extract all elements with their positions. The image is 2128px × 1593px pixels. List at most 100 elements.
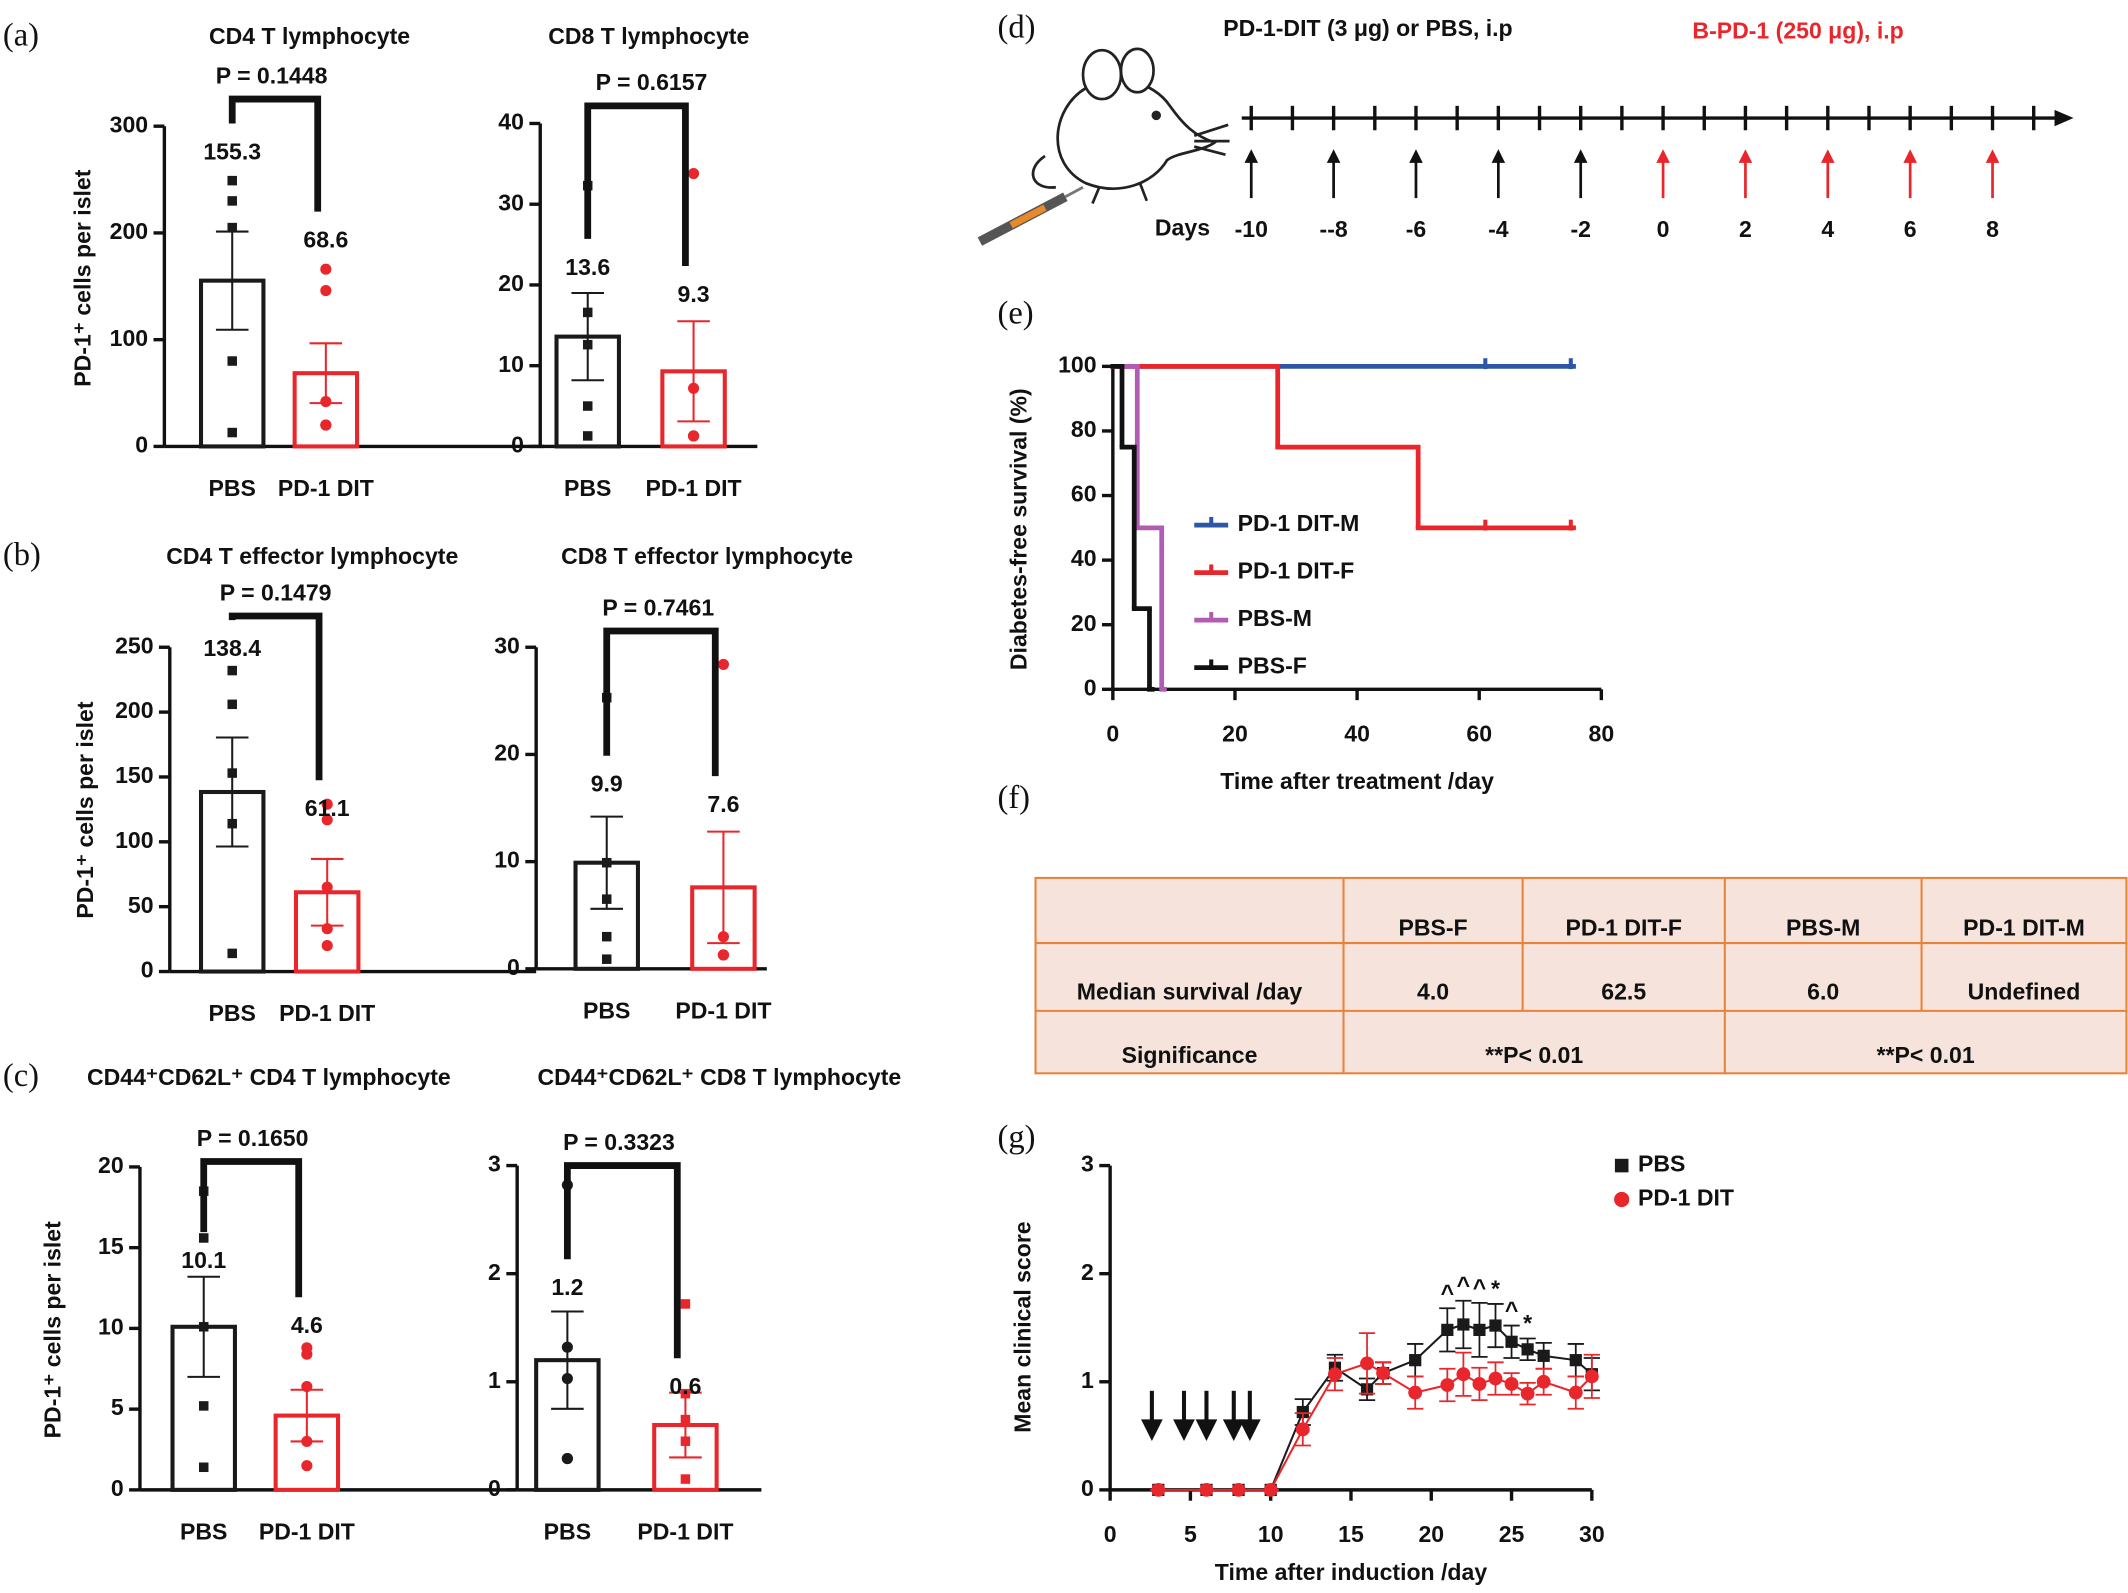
injection-arrowhead [1738, 149, 1753, 163]
panel-label: (a) [3, 17, 39, 53]
y-tick-label: 150 [115, 762, 153, 788]
data-point [582, 307, 593, 318]
data-point [1295, 1422, 1310, 1437]
x-tick-label: 20 [1222, 721, 1248, 747]
data-point [198, 1322, 209, 1332]
x-tick-label: 40 [1344, 721, 1370, 747]
value-label: 155.3 [203, 138, 261, 164]
y-tick-label: 100 [110, 325, 148, 351]
column-header: PD-1 DIT-M [1963, 915, 2085, 941]
induction-arrowhead [1141, 1419, 1163, 1442]
injection-arrowhead [1656, 149, 1670, 163]
category-label: PBS [209, 475, 256, 501]
category-label: PD-1 DIT [637, 1518, 733, 1544]
data-point [717, 658, 729, 670]
data-point [1489, 1319, 1502, 1332]
y-tick-label: 200 [115, 697, 153, 723]
column-header: PD-1 DIT-F [1565, 915, 1682, 941]
injection-arrowhead [1326, 149, 1341, 163]
data-point [321, 923, 333, 935]
data-point [1360, 1356, 1374, 1371]
panel-label: (g) [998, 1119, 1036, 1155]
data-point [227, 948, 237, 959]
data-point [717, 931, 729, 943]
p-value: P = 0.3323 [563, 1129, 675, 1155]
data-point [601, 954, 612, 964]
category-label: PD-1 DIT [675, 997, 771, 1023]
data-point [680, 1299, 691, 1309]
p-value: P = 0.1650 [197, 1125, 309, 1151]
data-point [601, 894, 612, 904]
data-point [717, 949, 729, 961]
y-tick-label: 0 [141, 957, 154, 983]
data-point [1376, 1366, 1391, 1381]
row-header: Median survival /day [1077, 978, 1303, 1004]
x-tick-label: 25 [1499, 1521, 1525, 1547]
significance-mark: ^ [1505, 1297, 1518, 1323]
data-point [1568, 1385, 1583, 1400]
day-label: -2 [1570, 216, 1591, 242]
x-tick-label: 5 [1184, 1521, 1197, 1547]
legend-label: PD-1 DIT [1638, 1185, 1734, 1211]
table-cell: 62.5 [1601, 978, 1646, 1004]
y-tick-label: 15 [98, 1233, 124, 1259]
p-value: P = 0.1479 [220, 579, 332, 605]
value-label: 1.2 [551, 1274, 583, 1300]
data-point [301, 1348, 313, 1360]
significance-bracket [563, 1162, 681, 1359]
data-point [1521, 1343, 1534, 1356]
x-axis-label: Time after treatment /day [1220, 768, 1494, 794]
day-label: -4 [1488, 216, 1509, 242]
data-point [688, 430, 700, 442]
y-tick-label: 100 [1058, 351, 1096, 377]
timeline-arrowhead [2054, 109, 2074, 127]
injection-arrowhead [1985, 149, 2000, 163]
chart-title: CD4 T effector lymphocyte [166, 543, 458, 569]
data-point [320, 419, 332, 431]
x-tick-label: 10 [1258, 1521, 1284, 1547]
data-point [1504, 1377, 1519, 1391]
data-point [227, 768, 237, 778]
data-point [1584, 1369, 1599, 1384]
y-tick-label: 3 [488, 1151, 501, 1177]
panel-label: (e) [998, 296, 1034, 332]
table-background [1034, 876, 2128, 1075]
injection-arrowhead [1821, 149, 1835, 163]
y-tick-label: 10 [498, 351, 524, 377]
y-tick-label: 0 [135, 432, 148, 458]
day-label: 4 [1821, 216, 1834, 242]
significance-bracket [228, 612, 323, 781]
data-point [1441, 1323, 1454, 1336]
data-point [321, 798, 333, 810]
induction-arrowhead [1238, 1419, 1261, 1442]
significance-mark: ^ [1441, 1280, 1454, 1306]
category-label: PD-1 DIT [278, 475, 374, 501]
significance-bracket [200, 1158, 303, 1298]
data-point [227, 175, 237, 186]
y-tick-label: 2 [1081, 1259, 1094, 1285]
value-label: 0.6 [669, 1373, 701, 1399]
data-point [1505, 1335, 1518, 1348]
data-point [227, 356, 237, 366]
data-point [1456, 1367, 1471, 1382]
data-point [198, 1462, 209, 1473]
data-point [1473, 1323, 1486, 1336]
day-label: 0 [1657, 216, 1670, 242]
y-tick-label: 0 [488, 1475, 501, 1501]
induction-arrowhead [1222, 1419, 1245, 1442]
data-point [1296, 1405, 1309, 1419]
y-tick-label: 250 [115, 632, 153, 658]
significance-mark: * [1491, 1275, 1500, 1301]
significance-mark: ^ [1473, 1274, 1486, 1300]
day-label: 2 [1739, 216, 1752, 242]
p-value: P = 0.7461 [602, 594, 714, 620]
value-label: 4.6 [291, 1312, 323, 1338]
data-point [321, 940, 333, 952]
y-tick-label: 40 [1071, 545, 1097, 571]
data-point [680, 1414, 691, 1425]
y-tick-label: 0 [1084, 674, 1097, 700]
row-header: Significance [1122, 1042, 1258, 1068]
x-tick-label: 30 [1579, 1521, 1605, 1547]
panel-label: (c) [3, 1058, 39, 1094]
